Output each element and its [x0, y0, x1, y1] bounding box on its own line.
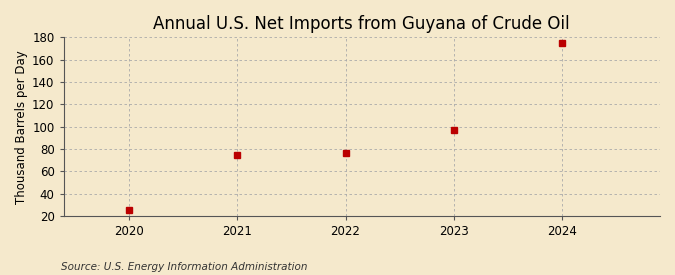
Title: Annual U.S. Net Imports from Guyana of Crude Oil: Annual U.S. Net Imports from Guyana of C… — [153, 15, 570, 33]
Y-axis label: Thousand Barrels per Day: Thousand Barrels per Day — [15, 50, 28, 204]
Text: Source: U.S. Energy Information Administration: Source: U.S. Energy Information Administ… — [61, 262, 307, 272]
